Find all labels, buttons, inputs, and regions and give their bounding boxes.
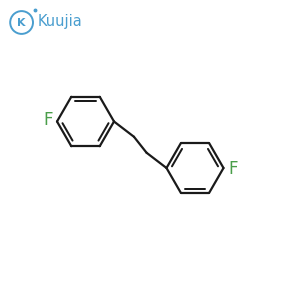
Text: F: F bbox=[228, 160, 238, 178]
Text: F: F bbox=[43, 111, 52, 129]
Text: Kuujia: Kuujia bbox=[38, 14, 82, 29]
Text: K: K bbox=[17, 17, 26, 28]
